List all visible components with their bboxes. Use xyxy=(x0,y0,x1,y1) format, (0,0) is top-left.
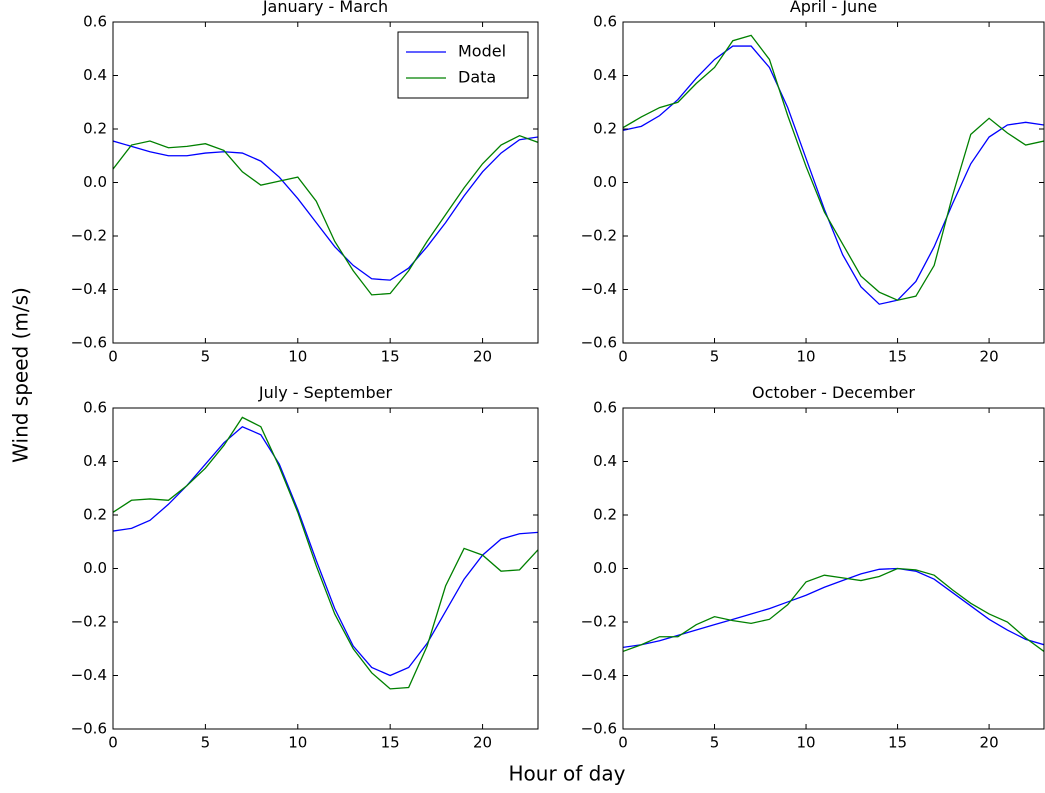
plot-area xyxy=(113,416,538,690)
legend-label: Data xyxy=(458,68,496,87)
subplot-title: January - March xyxy=(262,0,388,16)
x-tick-label: 15 xyxy=(381,348,400,366)
subplot: October - December −0.6 −0.4 −0.2 0.0 0.2 0.4 0… xyxy=(581,383,1045,752)
y-tick-label: −0.2 xyxy=(581,613,617,631)
y-tick-label: 0.0 xyxy=(593,559,617,577)
y-tick-label: 0.2 xyxy=(593,506,617,524)
series-line xyxy=(623,567,1044,653)
x-tick-label: 5 xyxy=(710,734,720,752)
x-tick-label: 20 xyxy=(473,348,492,366)
axes-frame xyxy=(622,407,1045,730)
y-tick-label: 0.2 xyxy=(83,120,107,138)
x-tick-label: 5 xyxy=(201,348,211,366)
subplot: January - March −0.6 −0.4 −0.2 0.0 0.2 0.4 0.6 0… xyxy=(71,0,539,366)
x-tick-label: 0 xyxy=(618,348,628,366)
y-tick-label: −0.4 xyxy=(71,666,107,684)
y-tick-label: 0.2 xyxy=(83,506,107,524)
y-tick-label: −0.6 xyxy=(581,720,617,738)
y-tick-label: −0.2 xyxy=(581,227,617,245)
subplot: April - June −0.6 −0.4 −0.2 0.0 0.2 0.4 0.6 0 5 10… xyxy=(581,0,1045,366)
y-tick-label: 0.6 xyxy=(83,13,107,31)
x-tick-label: 10 xyxy=(796,348,815,366)
x-tick-label: 10 xyxy=(288,734,307,752)
x-tick-label: 15 xyxy=(381,734,400,752)
y-tick-label: 0.6 xyxy=(593,399,617,417)
x-tick-label: 10 xyxy=(288,348,307,366)
x-tick-label: 0 xyxy=(618,734,628,752)
x-tick-label: 15 xyxy=(888,734,907,752)
axes-frame xyxy=(622,21,1045,344)
series-line xyxy=(113,425,538,677)
x-tick-label: 20 xyxy=(980,348,999,366)
y-tick-label: 0.0 xyxy=(593,173,617,191)
subplot-title: July - September xyxy=(258,383,393,402)
y-tick-label: −0.4 xyxy=(71,280,107,298)
series-line xyxy=(113,134,538,296)
series-line xyxy=(623,45,1044,305)
x-tick-label: 5 xyxy=(201,734,211,752)
plot-area xyxy=(623,34,1044,305)
subplot-title: October - December xyxy=(752,383,915,402)
legend-label: Model xyxy=(458,42,506,61)
x-tick-label: 5 xyxy=(710,348,720,366)
y-tick-label: 0.6 xyxy=(593,13,617,31)
y-tick-label: −0.4 xyxy=(581,666,617,684)
x-axis-label: Hour of day xyxy=(509,762,626,786)
y-tick-label: 0.4 xyxy=(593,66,617,84)
legend-box xyxy=(397,31,529,99)
y-tick-label: 0.0 xyxy=(83,559,107,577)
y-axis-label: Wind speed (m/s) xyxy=(9,287,33,463)
x-tick-label: 20 xyxy=(980,734,999,752)
y-tick-label: −0.4 xyxy=(581,280,617,298)
x-tick-label: 10 xyxy=(796,734,815,752)
y-tick-label: −0.6 xyxy=(71,720,107,738)
x-tick-label: 20 xyxy=(473,734,492,752)
plot-area xyxy=(113,134,538,296)
subplot-title: April - June xyxy=(790,0,877,16)
y-tick-label: 0.6 xyxy=(83,399,107,417)
y-tick-label: 0.4 xyxy=(83,66,107,84)
y-tick-label: −0.6 xyxy=(71,334,107,352)
y-tick-label: −0.2 xyxy=(71,613,107,631)
y-tick-label: −0.2 xyxy=(71,227,107,245)
y-tick-label: 0.0 xyxy=(83,173,107,191)
x-tick-label: 0 xyxy=(108,348,118,366)
legend: Model Data xyxy=(397,31,529,99)
series-line xyxy=(113,136,538,281)
series-line xyxy=(113,416,538,690)
plot-area xyxy=(623,567,1044,653)
x-tick-label: 15 xyxy=(888,348,907,366)
series-line xyxy=(623,34,1044,301)
x-tick-label: 0 xyxy=(108,734,118,752)
axes-frame xyxy=(112,407,539,730)
y-tick-label: −0.6 xyxy=(581,334,617,352)
y-tick-label: 0.4 xyxy=(83,452,107,470)
y-tick-label: 0.4 xyxy=(593,452,617,470)
y-tick-label: 0.2 xyxy=(593,120,617,138)
subplot: July - September −0.6 −0.4 −0.2 0.0 0.2 0.4 0.6… xyxy=(71,383,539,752)
series-line xyxy=(623,567,1044,649)
